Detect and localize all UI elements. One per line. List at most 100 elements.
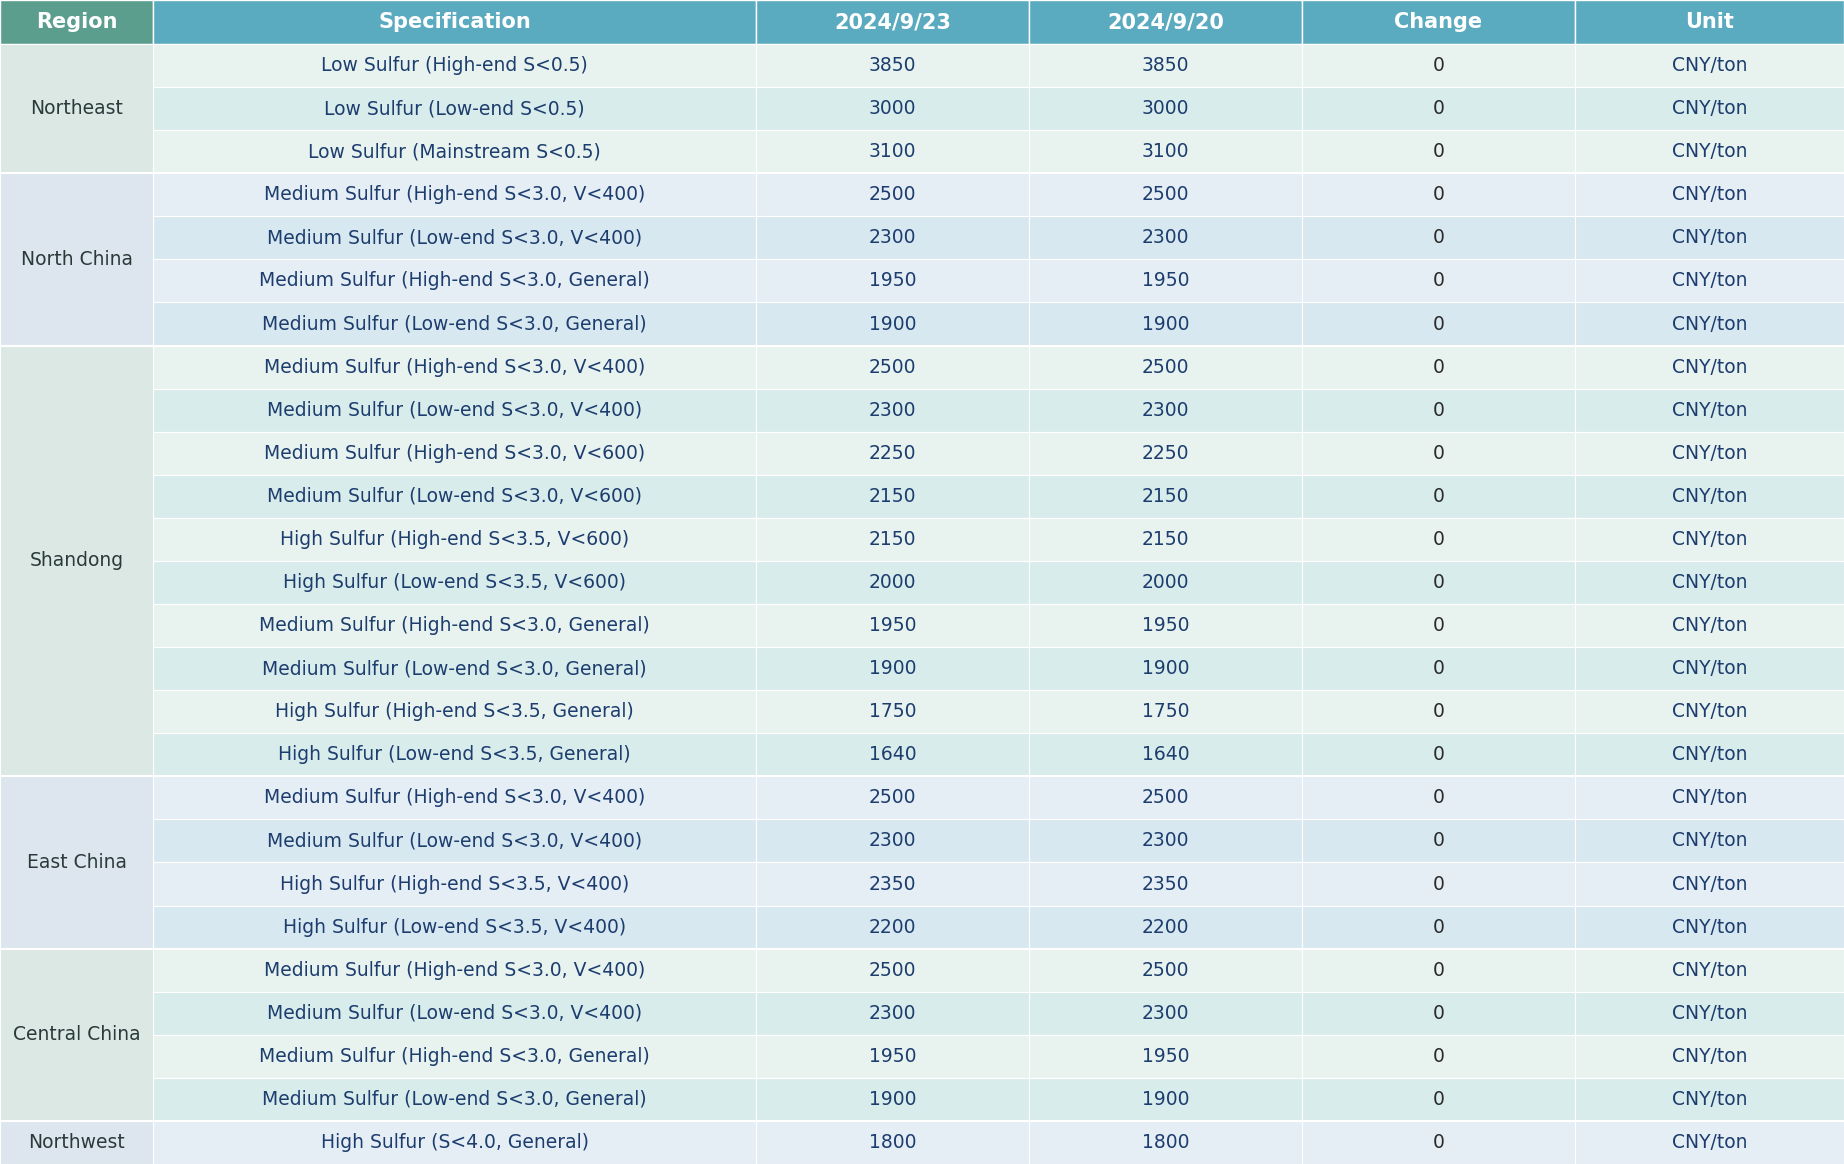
Bar: [1029, 1035, 1302, 1078]
Bar: [153, 733, 756, 776]
Text: CNY/ton: CNY/ton: [1673, 659, 1746, 679]
Text: 2300: 2300: [1141, 228, 1189, 247]
Bar: [1302, 432, 1575, 475]
Bar: [153, 690, 756, 733]
Text: CNY/ton: CNY/ton: [1673, 228, 1746, 247]
Bar: [756, 647, 1029, 690]
Bar: [0, 0, 153, 44]
Bar: [153, 260, 756, 303]
Text: Unit: Unit: [1685, 12, 1733, 31]
Bar: [1575, 346, 1844, 389]
Bar: [1575, 432, 1844, 475]
Bar: [1029, 561, 1302, 604]
Text: High Sulfur (S<4.0, General): High Sulfur (S<4.0, General): [321, 1133, 588, 1152]
Bar: [756, 217, 1029, 260]
Text: CNY/ton: CNY/ton: [1673, 185, 1746, 204]
Bar: [1029, 0, 1302, 44]
Bar: [1302, 647, 1575, 690]
Text: 2500: 2500: [869, 960, 916, 980]
Text: 2300: 2300: [1141, 1003, 1189, 1023]
Bar: [0, 44, 153, 173]
Text: CNY/ton: CNY/ton: [1673, 530, 1746, 549]
Bar: [1302, 949, 1575, 992]
Bar: [1029, 130, 1302, 173]
Text: 1950: 1950: [1141, 1046, 1189, 1066]
Text: Medium Sulfur (High-end S<3.0, V<600): Medium Sulfur (High-end S<3.0, V<600): [264, 443, 645, 463]
Text: Medium Sulfur (High-end S<3.0, General): Medium Sulfur (High-end S<3.0, General): [260, 1046, 649, 1066]
Bar: [1029, 1121, 1302, 1164]
Text: 1900: 1900: [869, 659, 916, 679]
Bar: [1029, 863, 1302, 906]
Text: High Sulfur (High-end S<3.5, General): High Sulfur (High-end S<3.5, General): [275, 702, 634, 722]
Text: 0: 0: [1433, 573, 1444, 592]
Bar: [1029, 518, 1302, 561]
Bar: [1029, 217, 1302, 260]
Bar: [153, 819, 756, 863]
Text: 0: 0: [1433, 1046, 1444, 1066]
Text: 1900: 1900: [1141, 314, 1189, 334]
Text: 0: 0: [1433, 443, 1444, 463]
Bar: [153, 604, 756, 647]
Text: High Sulfur (High-end S<3.5, V<400): High Sulfur (High-end S<3.5, V<400): [280, 874, 629, 894]
Text: CNY/ton: CNY/ton: [1673, 1046, 1746, 1066]
Bar: [1302, 346, 1575, 389]
Bar: [756, 303, 1029, 346]
Text: 0: 0: [1433, 142, 1444, 161]
Bar: [153, 776, 756, 819]
Text: 2024/9/23: 2024/9/23: [833, 12, 952, 31]
Text: 2250: 2250: [869, 443, 916, 463]
Text: Shandong: Shandong: [30, 552, 124, 570]
Text: CNY/ton: CNY/ton: [1673, 745, 1746, 765]
Bar: [0, 1121, 153, 1164]
Bar: [153, 863, 756, 906]
Bar: [1575, 217, 1844, 260]
Text: CNY/ton: CNY/ton: [1673, 1090, 1746, 1109]
Text: 1900: 1900: [1141, 1090, 1189, 1109]
Text: 0: 0: [1433, 917, 1444, 937]
Text: 3000: 3000: [1141, 99, 1189, 118]
Text: CNY/ton: CNY/ton: [1673, 271, 1746, 291]
Bar: [1302, 260, 1575, 303]
Text: 1800: 1800: [869, 1133, 916, 1152]
Text: 3100: 3100: [869, 142, 916, 161]
Bar: [756, 819, 1029, 863]
Bar: [1575, 87, 1844, 130]
Text: CNY/ton: CNY/ton: [1673, 1003, 1746, 1023]
Bar: [1575, 776, 1844, 819]
Text: 3850: 3850: [869, 56, 916, 74]
Bar: [1029, 647, 1302, 690]
Bar: [1302, 1035, 1575, 1078]
Bar: [1029, 432, 1302, 475]
Text: CNY/ton: CNY/ton: [1673, 1133, 1746, 1152]
Text: Low Sulfur (Low-end S<0.5): Low Sulfur (Low-end S<0.5): [325, 99, 585, 118]
Bar: [756, 0, 1029, 44]
Text: 2300: 2300: [1141, 831, 1189, 851]
Text: North China: North China: [20, 250, 133, 269]
Text: Medium Sulfur (Low-end S<3.0, V<400): Medium Sulfur (Low-end S<3.0, V<400): [267, 400, 642, 420]
Bar: [153, 173, 756, 217]
Text: 2300: 2300: [1141, 400, 1189, 420]
Bar: [1575, 1078, 1844, 1121]
Bar: [1029, 87, 1302, 130]
Text: High Sulfur (Low-end S<3.5, General): High Sulfur (Low-end S<3.5, General): [278, 745, 631, 765]
Bar: [756, 432, 1029, 475]
Text: CNY/ton: CNY/ton: [1673, 874, 1746, 894]
Bar: [756, 1035, 1029, 1078]
Bar: [756, 44, 1029, 87]
Bar: [756, 173, 1029, 217]
Text: Medium Sulfur (Low-end S<3.0, V<400): Medium Sulfur (Low-end S<3.0, V<400): [267, 831, 642, 851]
Text: Medium Sulfur (Low-end S<3.0, General): Medium Sulfur (Low-end S<3.0, General): [262, 314, 647, 334]
Text: High Sulfur (Low-end S<3.5, V<400): High Sulfur (Low-end S<3.5, V<400): [282, 917, 627, 937]
Text: CNY/ton: CNY/ton: [1673, 142, 1746, 161]
Text: CNY/ton: CNY/ton: [1673, 573, 1746, 592]
Bar: [153, 1035, 756, 1078]
Text: Medium Sulfur (Low-end S<3.0, General): Medium Sulfur (Low-end S<3.0, General): [262, 1090, 647, 1109]
Bar: [1302, 992, 1575, 1035]
Text: High Sulfur (Low-end S<3.5, V<600): High Sulfur (Low-end S<3.5, V<600): [282, 573, 627, 592]
Text: 0: 0: [1433, 400, 1444, 420]
Text: CNY/ton: CNY/ton: [1673, 831, 1746, 851]
Text: 0: 0: [1433, 271, 1444, 291]
Text: 1950: 1950: [869, 271, 916, 291]
Text: 0: 0: [1433, 314, 1444, 334]
Bar: [1029, 303, 1302, 346]
